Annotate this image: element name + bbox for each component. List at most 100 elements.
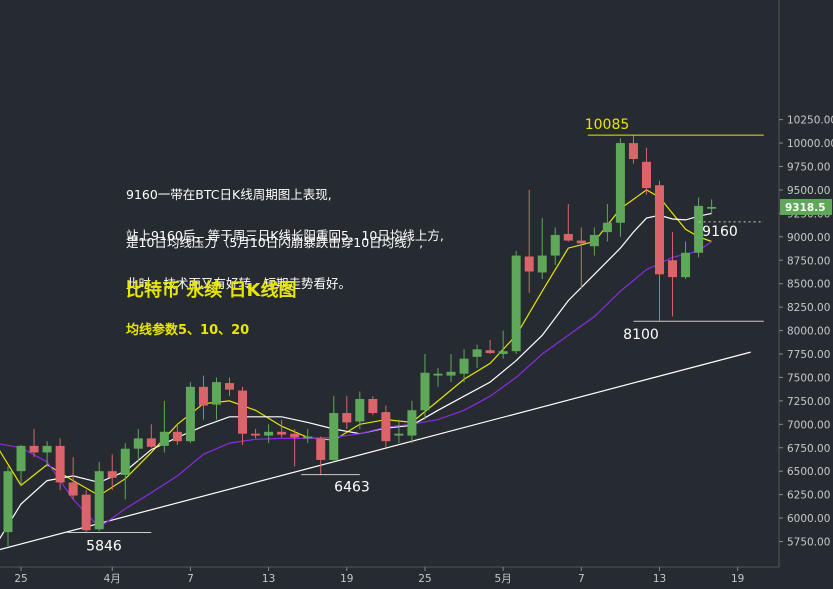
candle	[420, 354, 430, 420]
candle-body	[641, 161, 651, 189]
time-tick-label: 25	[418, 573, 431, 585]
candle	[342, 396, 352, 429]
price-tick-label: 10250.00	[787, 115, 833, 127]
annotation-note-1: 9160一带在BTC日K线周期图上表现, 是10日均线压力（5月10日闪崩暴跌击…	[126, 155, 423, 267]
candle-body	[668, 260, 678, 278]
candle-body	[107, 471, 117, 478]
level-label-5846: 5846	[86, 539, 122, 555]
candle	[290, 429, 300, 467]
annotation-note-2: 站上9160后，等于周三日K线长阳重回5、10日均线上方, 此时，技术面又有好转…	[126, 196, 444, 308]
price-tick-label: 9500.00	[787, 185, 830, 197]
candle-body	[576, 240, 586, 244]
candle	[238, 386, 248, 445]
candle	[3, 466, 13, 547]
time-tick-label: 7	[578, 573, 585, 585]
candle-body	[277, 431, 287, 435]
level-lines: 10085 9160 8100 6463 5846	[66, 117, 764, 555]
candle-body	[537, 255, 547, 273]
last-price-label: 9318.5	[785, 202, 826, 214]
candle	[498, 330, 508, 359]
price-axis[interactable]: 5750.00 6000.00 6250.00 6500.00 6750.00 7000.…	[778, 0, 833, 589]
candle-body	[407, 410, 417, 436]
candle-body	[120, 448, 130, 475]
candle-body	[3, 471, 13, 533]
candle-body	[159, 431, 169, 446]
candle	[16, 444, 26, 486]
trendline	[0, 351, 751, 551]
time-tick-label: 7	[187, 573, 194, 585]
candle	[550, 227, 560, 265]
candle-body	[694, 205, 704, 253]
price-tick-label: 9750.00	[787, 162, 830, 174]
candle	[133, 429, 143, 462]
candle-body	[485, 350, 495, 354]
candle-body	[511, 255, 521, 352]
candle	[446, 354, 456, 383]
candle-body	[550, 234, 560, 256]
last-price-tag[interactable]	[780, 198, 832, 215]
price-tick-label: 7000.00	[787, 419, 830, 431]
candle	[225, 377, 235, 397]
price-tick-label: 7250.00	[787, 396, 830, 408]
candle	[381, 405, 391, 448]
candle	[655, 180, 664, 322]
candle	[368, 396, 378, 415]
candle-body	[524, 256, 534, 272]
candle-body	[472, 349, 482, 357]
price-tick-label: 10000.00	[787, 138, 833, 150]
price-tick-label: 9000.00	[787, 232, 830, 244]
candle	[316, 436, 326, 475]
candle-body	[264, 431, 274, 436]
candle	[694, 197, 704, 258]
candle	[407, 400, 417, 444]
candle-body	[211, 382, 221, 405]
candle-body	[238, 390, 248, 434]
candle	[589, 227, 599, 256]
candle-body	[628, 143, 638, 159]
candle	[576, 227, 586, 289]
level-label-9160: 9160	[702, 224, 738, 240]
price-tick-label: 6000.00	[787, 513, 830, 525]
price-tick-label: 8000.00	[787, 326, 830, 338]
annotation-note-1-line-2: 是10日均线压力（5月10日闪崩暴跌击穿10日均线）,	[126, 235, 424, 250]
candle	[524, 189, 534, 294]
candle	[185, 382, 195, 444]
candle-body	[655, 185, 664, 275]
candle-body	[589, 234, 599, 247]
candle-body	[198, 386, 208, 406]
candle-body	[355, 399, 365, 422]
candle-body	[563, 234, 573, 241]
candle-body	[303, 436, 313, 439]
candle	[146, 424, 156, 448]
candle-body	[602, 222, 612, 233]
candle-body	[342, 413, 352, 423]
time-tick-label: 13	[262, 573, 275, 585]
chart-subtitle: 均线参数5、10、20	[126, 323, 250, 338]
time-tick-label: 5月	[495, 573, 512, 585]
candle-body	[172, 431, 182, 442]
candle	[329, 396, 339, 462]
annotation-note-2-line-2: 此时，技术面又有好转，短期走势看好。	[126, 276, 352, 291]
candle	[42, 441, 52, 467]
candle	[303, 429, 313, 444]
candle	[602, 204, 612, 242]
price-tick-label: 6750.00	[787, 443, 830, 455]
ma-line-ma20	[0, 241, 712, 529]
level-label-8100: 8100	[623, 327, 659, 343]
price-tick-label: 7750.00	[787, 349, 830, 361]
candle	[668, 232, 678, 317]
candle-body	[146, 438, 156, 447]
candle	[511, 250, 521, 354]
candle	[159, 400, 169, 453]
candle-body	[433, 373, 443, 376]
candle-body	[316, 438, 326, 460]
candle-body	[290, 433, 300, 438]
candle	[198, 375, 208, 420]
level-label-6463: 6463	[334, 480, 370, 496]
candle-body	[16, 445, 26, 472]
time-tick-label: 13	[653, 573, 666, 585]
time-axis[interactable]: 25 4月 7 13 19 25 5月 7 13 19	[0, 566, 779, 585]
candle	[615, 138, 625, 237]
candle	[433, 368, 443, 387]
